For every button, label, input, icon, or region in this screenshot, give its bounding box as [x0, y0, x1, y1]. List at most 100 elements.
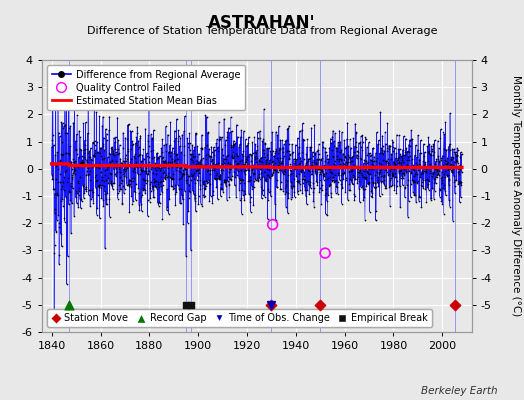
Point	[170, 138, 179, 144]
Point	[158, 136, 167, 142]
Point	[276, 145, 284, 151]
Point	[277, 160, 286, 166]
Point	[230, 138, 238, 144]
Point	[57, 150, 66, 157]
Point	[416, 163, 424, 170]
Point	[58, 243, 66, 250]
Point	[323, 176, 332, 182]
Point	[373, 155, 381, 161]
Point	[180, 188, 189, 194]
Point	[382, 158, 390, 164]
Point	[202, 183, 210, 190]
Point	[149, 184, 157, 190]
Point	[305, 179, 314, 185]
Point	[332, 184, 341, 190]
Point	[155, 160, 163, 167]
Point	[434, 172, 443, 178]
Point	[171, 127, 179, 134]
Point	[294, 171, 303, 177]
Point	[86, 160, 95, 167]
Point	[132, 197, 140, 203]
Point	[146, 181, 155, 188]
Point	[418, 164, 427, 171]
Point	[157, 145, 166, 152]
Point	[324, 159, 332, 165]
Point	[380, 177, 388, 183]
Point	[361, 175, 369, 182]
Point	[255, 158, 263, 164]
Point	[285, 155, 293, 162]
Point	[141, 190, 149, 196]
Point	[242, 159, 250, 165]
Point	[394, 157, 402, 163]
Point	[388, 171, 397, 178]
Point	[292, 164, 301, 170]
Point	[211, 175, 220, 182]
Point	[196, 157, 205, 164]
Point	[409, 166, 418, 173]
Point	[61, 121, 70, 128]
Point	[112, 158, 121, 164]
Point	[439, 129, 447, 135]
Point	[184, 172, 193, 179]
Point	[220, 116, 228, 122]
Point	[220, 176, 228, 183]
Point	[86, 186, 94, 193]
Point	[343, 136, 351, 142]
Point	[336, 164, 344, 171]
Point	[326, 174, 334, 180]
Point	[91, 173, 100, 180]
Point	[88, 157, 96, 163]
Point	[407, 170, 415, 176]
Point	[252, 153, 260, 160]
Point	[444, 159, 452, 165]
Point	[179, 171, 187, 177]
Point	[48, 144, 56, 150]
Point	[315, 171, 324, 177]
Point	[195, 165, 204, 172]
Point	[267, 302, 276, 308]
Point	[109, 179, 117, 186]
Point	[93, 139, 102, 145]
Point	[297, 168, 305, 174]
Point	[265, 145, 273, 152]
Point	[278, 158, 287, 164]
Point	[201, 144, 209, 150]
Point	[73, 163, 82, 170]
Point	[261, 141, 269, 148]
Point	[146, 162, 154, 168]
Point	[201, 186, 209, 192]
Point	[72, 146, 80, 153]
Point	[136, 194, 145, 200]
Point	[377, 191, 386, 198]
Point	[84, 192, 93, 198]
Point	[445, 203, 454, 210]
Point	[179, 170, 188, 177]
Point	[428, 169, 436, 176]
Point	[434, 137, 442, 144]
Point	[171, 181, 179, 188]
Point	[244, 134, 253, 140]
Point	[312, 160, 320, 166]
Point	[127, 177, 135, 184]
Point	[412, 168, 421, 175]
Point	[238, 176, 246, 182]
Point	[155, 184, 163, 190]
Point	[257, 155, 265, 161]
Point	[457, 179, 465, 186]
Point	[118, 183, 127, 190]
Point	[82, 168, 91, 174]
Point	[133, 142, 141, 148]
Point	[239, 192, 247, 198]
Point	[203, 180, 212, 186]
Point	[383, 158, 391, 164]
Point	[442, 157, 450, 164]
Point	[232, 165, 240, 171]
Point	[212, 170, 221, 176]
Point	[70, 159, 78, 166]
Point	[320, 163, 329, 169]
Point	[117, 177, 126, 184]
Point	[348, 168, 356, 174]
Point	[125, 209, 134, 215]
Point	[260, 106, 268, 112]
